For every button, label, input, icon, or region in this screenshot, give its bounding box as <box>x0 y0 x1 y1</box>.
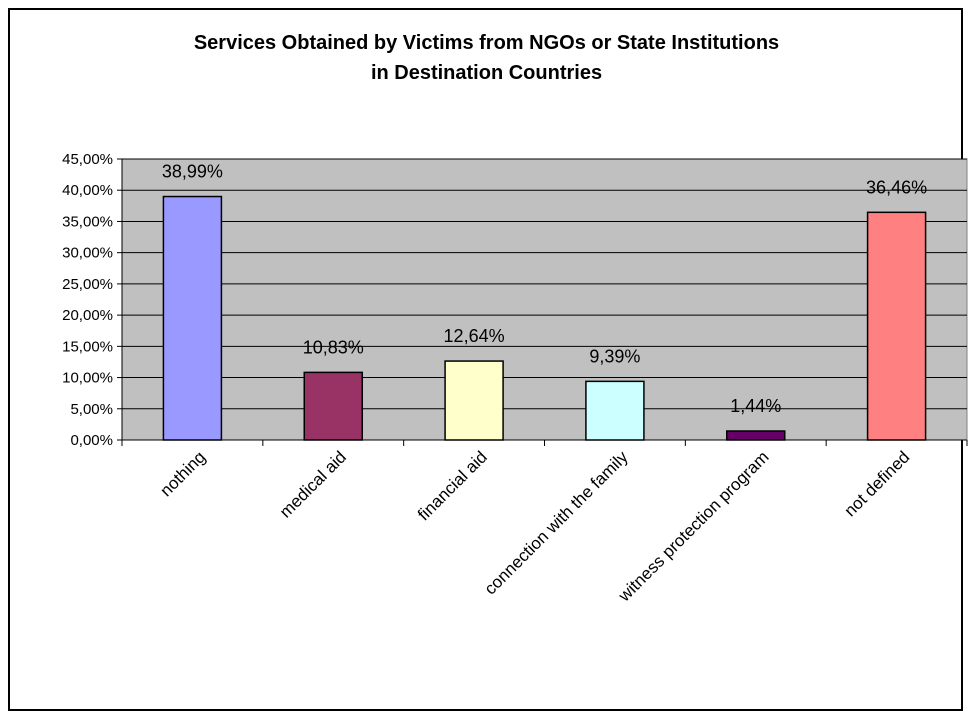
chart-title-line-2: in Destination Countries <box>370 62 603 84</box>
bar <box>444 360 504 441</box>
bar <box>162 195 223 441</box>
data-label: 36,46% <box>866 177 927 197</box>
data-label: 38,99% <box>162 162 223 182</box>
bar <box>585 380 645 441</box>
bar <box>726 430 786 441</box>
chart-title-line-1: Services Obtained by Victims from NGOs o… <box>193 32 780 54</box>
category-label: connection with the family <box>481 447 632 598</box>
y-tick-label: 0,00% <box>70 432 113 449</box>
bar <box>303 371 363 441</box>
category-label: nothing <box>156 447 209 500</box>
category-label: witness protection program <box>614 447 772 605</box>
plot-area <box>121 158 968 441</box>
data-label: 10,83% <box>303 337 364 357</box>
chart-title: Services Obtained by Victims from NGOs o… <box>0 28 973 88</box>
y-tick-label: 10,00% <box>62 370 113 387</box>
y-tick-label: 45,00% <box>62 151 113 168</box>
bar <box>866 211 927 441</box>
category-label: financial aid <box>414 447 491 524</box>
category-label: not defined <box>840 447 913 520</box>
data-label: 9,39% <box>589 346 640 366</box>
y-tick-label: 5,00% <box>70 401 113 418</box>
data-label: 12,64% <box>444 326 505 346</box>
y-tick-label: 25,00% <box>62 276 113 293</box>
y-tick-label: 20,00% <box>62 307 113 324</box>
y-tick-label: 15,00% <box>62 338 113 355</box>
y-tick-label: 30,00% <box>62 245 113 262</box>
y-tick-label: 40,00% <box>62 182 113 199</box>
y-tick-label: 35,00% <box>62 213 113 230</box>
data-label: 1,44% <box>730 396 781 416</box>
category-label: medical aid <box>276 447 350 521</box>
